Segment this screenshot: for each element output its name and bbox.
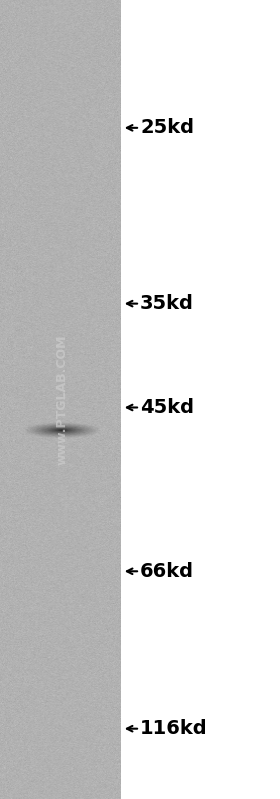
Text: www.PTGLAB.COM: www.PTGLAB.COM	[55, 334, 68, 465]
Text: 45kd: 45kd	[140, 398, 194, 417]
Text: 66kd: 66kd	[140, 562, 194, 581]
Text: 116kd: 116kd	[140, 719, 208, 738]
Text: 35kd: 35kd	[140, 294, 194, 313]
Text: 25kd: 25kd	[140, 118, 194, 137]
